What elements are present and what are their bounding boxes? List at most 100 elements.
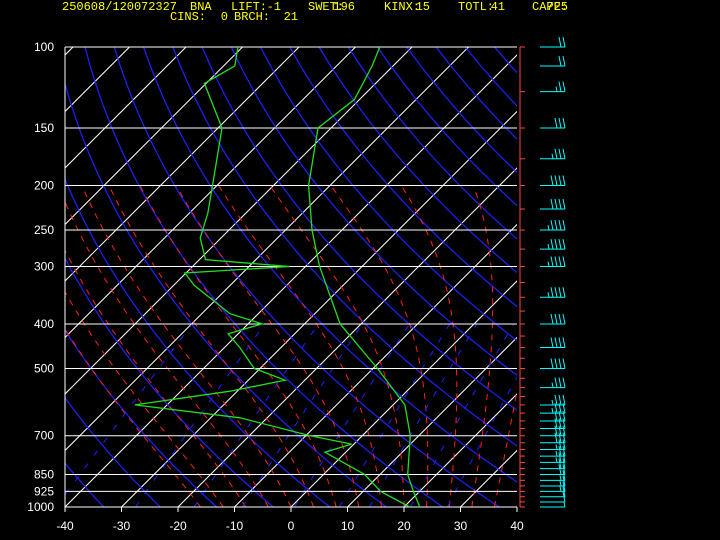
barb-half — [551, 153, 554, 159]
isotherm — [347, 336, 517, 507]
barb-half — [547, 292, 550, 298]
barb-tick — [562, 377, 566, 388]
barb-tick — [554, 117, 558, 129]
barb-tick — [562, 425, 566, 436]
wind-barb — [540, 81, 566, 93]
dry-adiabat — [464, 47, 517, 107]
barb-tick — [554, 377, 558, 388]
barb-tick — [558, 394, 562, 406]
moist-adiabat — [330, 185, 429, 507]
barb-tick — [562, 148, 566, 159]
x-tick-label: -40 — [56, 519, 74, 533]
barb-tick — [558, 256, 562, 267]
barb-tick — [562, 358, 566, 369]
wind-barb — [540, 432, 566, 444]
wind-barb — [540, 358, 566, 370]
barb-tick — [562, 81, 566, 92]
barb-tick — [562, 470, 566, 481]
x-tick-label: 20 — [397, 519, 411, 533]
dry-adiabat — [65, 177, 331, 507]
barb-tick — [562, 337, 566, 348]
isotherm — [234, 223, 517, 507]
barb-tick — [558, 313, 562, 325]
wind-barb — [540, 470, 566, 481]
index-label: TOTL: — [458, 0, 494, 14]
barb-tick — [550, 238, 554, 250]
moist-adiabat — [108, 185, 315, 507]
barb-tick — [558, 377, 562, 388]
barb-tick — [554, 313, 558, 325]
index-label: KINX: — [384, 0, 420, 14]
barb-half — [559, 486, 562, 492]
barb-tick — [558, 358, 562, 369]
wind-barb — [540, 452, 566, 463]
background-lines — [65, 47, 720, 507]
barb-half — [551, 399, 554, 406]
barb-tick — [558, 55, 562, 67]
index-label: CAPE: — [532, 0, 568, 14]
barb-tick — [562, 439, 566, 450]
y-tick-label: 250 — [34, 223, 54, 237]
index-label: BRCH: — [234, 10, 270, 24]
dry-adiabat — [230, 47, 517, 377]
barb-tick — [550, 175, 554, 186]
wind-barb — [540, 394, 566, 406]
header-station-id: 72327 — [141, 0, 177, 14]
isotherm — [65, 47, 356, 339]
moist-adiabat — [400, 185, 458, 507]
x-tick-label: 30 — [454, 519, 468, 533]
barb-tick — [554, 394, 558, 406]
barb-tick — [562, 175, 566, 186]
dry-adiabat — [201, 47, 517, 412]
barb-tick — [554, 358, 558, 369]
wind-barb — [540, 377, 566, 389]
barb-tick — [554, 256, 558, 267]
barb-tick — [562, 445, 566, 457]
isotherm — [177, 167, 517, 507]
barb-tick — [562, 36, 566, 48]
barb-tick — [558, 425, 562, 436]
y-tick-label: 850 — [34, 468, 54, 482]
mixing-ratio-line — [368, 323, 478, 507]
wind-barb — [540, 445, 566, 457]
barb-tick — [562, 475, 566, 487]
barb-half — [555, 457, 558, 463]
moist-adiabat — [65, 327, 201, 507]
wind-barb — [540, 458, 566, 470]
barb-tick — [562, 458, 566, 469]
barb-tick — [562, 219, 566, 231]
barb-tick — [554, 287, 558, 298]
dry-adiabat — [494, 47, 517, 74]
barb-half — [555, 450, 558, 457]
x-tick-label: 10 — [341, 519, 355, 533]
dry-adiabat — [84, 47, 444, 507]
moist-adiabat — [218, 185, 382, 507]
isotherm — [290, 280, 517, 507]
barb-tick — [554, 425, 558, 436]
barb-tick — [558, 452, 562, 463]
mixing-ratio-line — [294, 323, 410, 507]
traces — [134, 47, 421, 507]
barb-tick — [558, 81, 562, 92]
dry-adiabat — [553, 47, 720, 507]
barb-tick — [558, 117, 562, 129]
index-value: 196 — [333, 0, 355, 14]
barb-tick — [554, 238, 558, 250]
isotherm — [65, 47, 300, 282]
barb-half — [559, 475, 562, 481]
wind-barb — [540, 175, 566, 186]
dry-adiabat — [377, 47, 517, 207]
wind-barb — [540, 501, 566, 508]
wind-barb — [540, 464, 566, 476]
header-time: 250608/1200 — [62, 0, 141, 14]
barb-tick — [558, 464, 562, 475]
barb-tick — [554, 432, 558, 443]
barb-tick — [562, 256, 566, 267]
wind-barb — [540, 36, 566, 48]
isotherm — [65, 47, 413, 395]
dry-adiabat — [524, 47, 720, 507]
barb-tick — [554, 175, 558, 186]
wind-barb — [540, 287, 566, 298]
